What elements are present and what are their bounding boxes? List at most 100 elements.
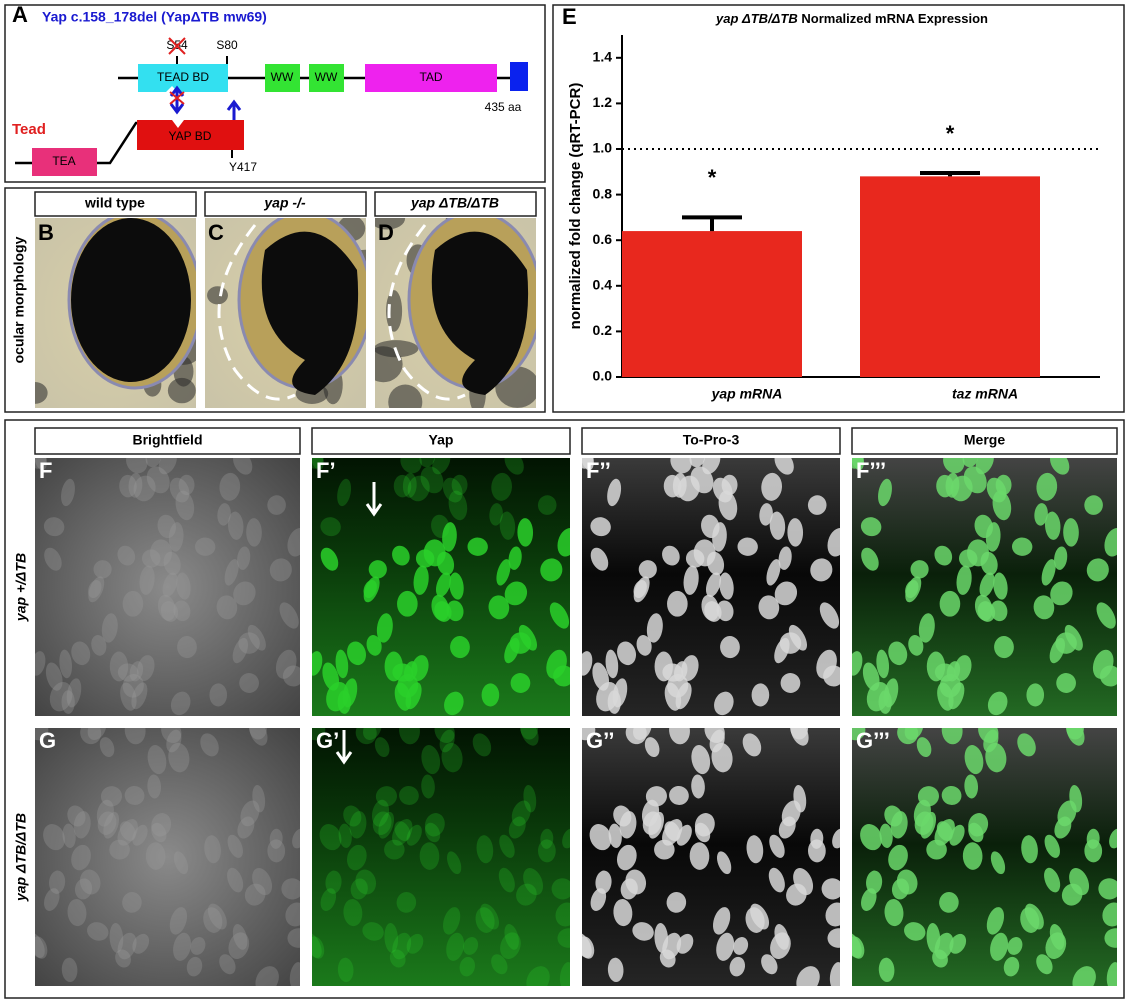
nucleus [774,924,789,950]
panel-letter: A [12,2,28,27]
nucleus [124,728,146,745]
nucleus [292,828,300,849]
nucleus [1086,558,1109,582]
nucleus [132,933,150,954]
nucleus [434,728,455,744]
panel-letter: F’’’ [856,458,886,483]
nucleus [97,811,117,835]
image [205,218,366,408]
error-bar [682,215,742,232]
nucleus [861,888,877,912]
nucleus [246,518,262,547]
nucleus [827,928,840,948]
nucleus [419,458,436,468]
nucleus [1050,581,1073,606]
nucleus [551,878,570,900]
nucleus [691,745,711,775]
nucleus [540,558,563,582]
nucleus [343,899,363,927]
nucleus [510,673,531,693]
nucleus [852,458,864,469]
nucleus [137,655,155,681]
nucleus [790,728,809,746]
column-header: Yap [429,432,454,448]
nucleus [778,816,796,839]
nucleus [852,932,862,958]
nucleus [61,478,75,507]
y-tick-label: 0.0 [593,368,613,384]
nucleus [705,572,721,597]
nucleus [549,602,570,629]
nucleus [217,503,231,526]
nucleus [362,922,384,941]
annotation: * [708,165,717,190]
nucleus [397,590,418,617]
nucleus [823,665,840,687]
nucleus [916,737,932,758]
length-label: 435 aa [485,100,522,114]
nucleus [664,821,681,841]
nucleus [394,821,411,841]
nucleus [66,678,82,708]
nucleus [607,478,622,507]
nucleus [758,595,780,620]
nucleus [472,733,492,757]
nucleus [508,546,522,570]
image [582,728,840,986]
nucleus [986,907,1005,935]
nucleus [100,786,123,807]
header-box [311,427,571,455]
nucleus [677,475,700,502]
nucleus [638,560,657,579]
nucleus [526,966,550,986]
nucleus [394,682,412,711]
tead-label: Tead [12,121,46,138]
nucleus [974,594,993,621]
annotation: * [946,121,955,146]
nucleus [537,495,557,515]
nucleus [337,478,352,507]
nucleus [312,651,323,676]
nucleus [157,594,176,621]
nucleus [719,572,734,600]
nucleus [399,785,419,805]
nucleus [617,641,637,666]
nucleus [993,572,1008,600]
nucleus [793,784,807,813]
nucleus [582,932,592,958]
nucleus [876,649,890,679]
nucleus [761,472,783,501]
nucleus [1041,559,1056,586]
chart-title: yap ΔTB/ΔTB Normalized mRNA Expression [715,11,988,26]
nucleus [633,576,650,603]
nucleus [810,558,833,582]
nucleus [44,547,62,571]
nucleus [860,517,882,537]
arrow [335,730,353,765]
nucleus [662,545,680,566]
nucleus [1054,816,1072,839]
nucleus [1099,665,1117,687]
nucleus [590,547,609,571]
nucleus [709,729,725,753]
nucleus [35,651,46,676]
nucleus [862,662,880,691]
nucleus [557,928,570,948]
nucleus [716,851,732,875]
panel-title: Yap c.158_178del (YapΔTB mw69) [42,9,267,25]
nucleus [347,641,367,666]
nucleus [450,636,470,659]
nucleus [891,878,910,900]
nucleus [954,655,972,681]
nucleus [590,517,611,537]
nucleus [884,899,904,927]
nucleus [956,565,972,595]
nucleus [1049,637,1066,664]
header-box [851,427,1118,455]
y-tick-label: 0.2 [593,322,613,338]
nucleus [126,458,148,474]
nucleus [879,823,893,848]
nucleus [285,902,300,927]
nucleus [1034,503,1048,526]
arrow [365,482,383,517]
